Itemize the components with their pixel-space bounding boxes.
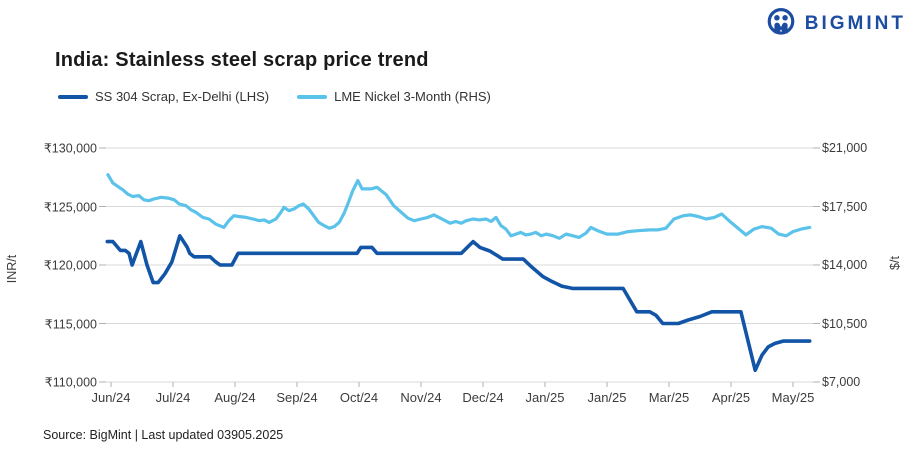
legend-item-ss304: SS 304 Scrap, Ex-Delhi (LHS) — [58, 89, 269, 104]
chart-legend: SS 304 Scrap, Ex-Delhi (LHS) LME Nickel … — [58, 89, 491, 104]
y-axis-label-left: ₹120,000 — [43, 258, 97, 273]
y-axis-label-left: ₹125,000 — [43, 200, 97, 214]
left-axis-title: INR/t — [5, 254, 20, 284]
x-axis-label: Jan/25 — [525, 390, 565, 405]
source-note: Source: BigMint | Last updated 03905.202… — [43, 428, 284, 442]
x-axis-label: Nov/24 — [400, 390, 442, 405]
legend-label-ss304: SS 304 Scrap, Ex-Delhi (LHS) — [95, 89, 270, 104]
y-axis-label-left: ₹110,000 — [44, 375, 97, 390]
legend-label-lme-nickel: LME Nickel 3-Month (RHS) — [334, 89, 491, 104]
y-axis-label-left: ₹115,000 — [44, 317, 97, 331]
bigmint-logo: BIGMINT — [765, 7, 906, 41]
x-axis-label: Mar/25 — [648, 390, 690, 405]
y-axis-label-right: $17,500 — [822, 199, 868, 214]
legend-swatch-lme-nickel — [297, 94, 328, 99]
y-axis-label-left: ₹130,000 — [43, 141, 97, 156]
x-axis-label: Sep/24 — [276, 390, 318, 405]
y-axis-label-right: $21,000 — [822, 141, 868, 155]
x-axis-label: Oct/24 — [339, 390, 379, 405]
price-line-ss304 — [105, 234, 812, 373]
x-axis-label: Jul/24 — [155, 390, 191, 405]
y-axis-label-right: $14,000 — [822, 258, 868, 272]
chart-title: India: Stainless steel scrap price trend — [55, 49, 429, 71]
bigmint-logo-icon — [765, 7, 797, 41]
y-axis-label-right: $7,000 — [822, 375, 861, 389]
price-line-lme-nickel — [106, 173, 812, 240]
x-axis-label: Apr/25 — [711, 390, 751, 405]
bigmint-logo-text: BIGMINT — [804, 13, 906, 34]
legend-swatch-ss304 — [58, 94, 88, 99]
y-axis-label-right: $10,500 — [822, 316, 868, 331]
x-axis-label: May/25 — [771, 390, 815, 405]
x-axis-label: Dec/24 — [462, 390, 504, 405]
x-axis-label: Jan/25 — [587, 390, 627, 405]
x-axis-label: Aug/24 — [214, 390, 256, 405]
x-axis-label: Jun/24 — [91, 390, 131, 405]
legend-item-lme-nickel: LME Nickel 3-Month (RHS) — [297, 89, 491, 104]
